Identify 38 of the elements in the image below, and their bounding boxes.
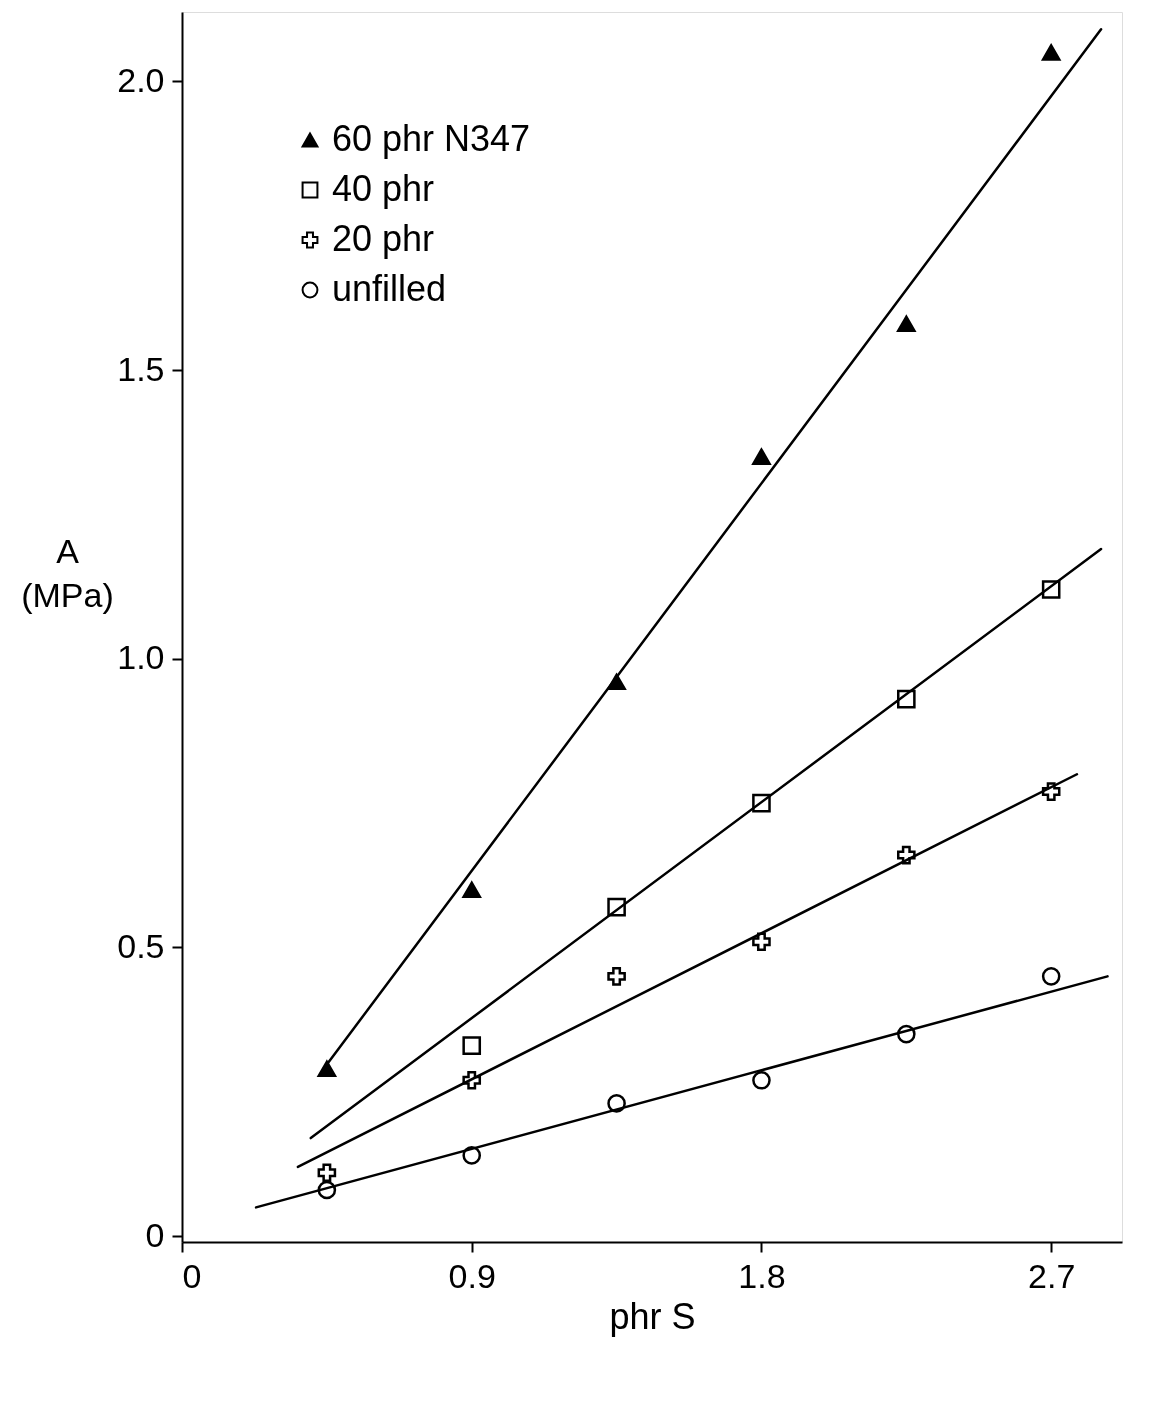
point [462,1036,482,1055]
y-tick-label: 0.5 [117,926,165,965]
point [752,448,771,465]
x-tick-label: 2.7 [1028,1256,1076,1295]
point [607,673,626,691]
point [607,897,626,917]
point [752,1071,771,1090]
x-tick-label: 1.8 [738,1256,786,1295]
point [1041,44,1061,61]
y-tick-label: 2.0 [117,60,165,99]
point [897,689,916,709]
point [752,932,771,952]
point [607,967,626,986]
legend-label: 60 phr N347 [332,118,531,159]
point [897,315,916,333]
point [462,1146,482,1165]
legend-label: 20 phr [332,218,435,259]
x-axis-title: phr S [609,1295,696,1337]
point [317,1163,337,1183]
y-tick-label: 1.5 [117,349,165,388]
point [1041,782,1061,801]
point [317,1180,337,1200]
legend-label: unfilled [332,268,447,309]
x-tick-label: 0 [182,1256,202,1295]
point [897,845,916,865]
point [317,1060,337,1077]
point [462,881,482,898]
point [752,793,771,813]
point [1041,967,1061,986]
point [462,1071,482,1090]
legend-label: 40 phr [332,168,435,209]
y-tick-label: 1.0 [117,638,165,677]
point [897,1024,916,1044]
y-axis-title: A (MPa) [21,531,114,614]
point [1041,580,1061,599]
x-tick-label: 0.9 [448,1256,496,1295]
point [607,1094,626,1113]
y-tick-label: 0 [145,1215,165,1254]
